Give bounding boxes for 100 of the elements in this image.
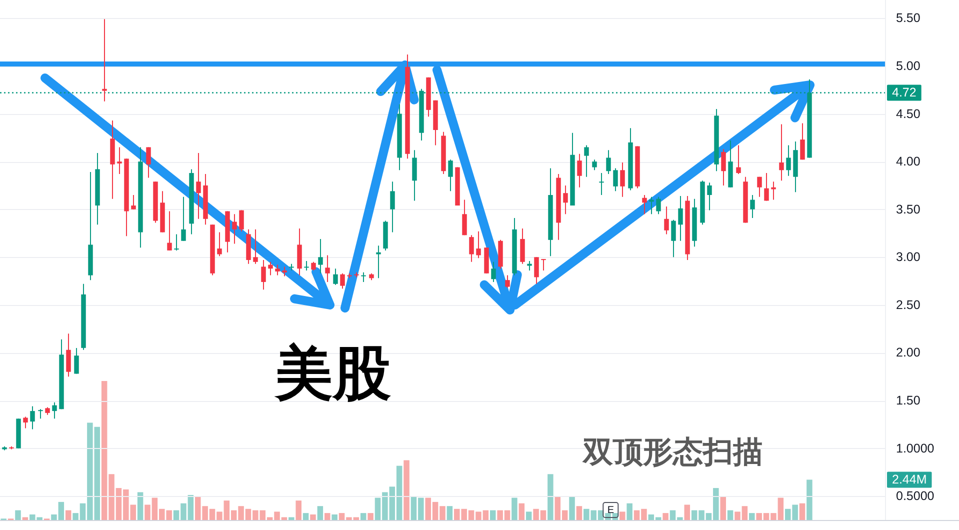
candlestick bbox=[390, 181, 395, 233]
candlestick bbox=[66, 333, 71, 378]
candlestick bbox=[599, 172, 604, 196]
bar bbox=[720, 496, 726, 520]
y-tick-label: 2.00 bbox=[896, 346, 920, 360]
bar bbox=[137, 492, 144, 520]
candlestick bbox=[678, 195, 683, 242]
candlestick bbox=[671, 219, 676, 258]
candlestick bbox=[325, 254, 330, 282]
bar bbox=[310, 514, 316, 520]
candlestick bbox=[117, 146, 122, 174]
y-tick-label: 4.50 bbox=[896, 106, 920, 121]
bar bbox=[360, 513, 366, 520]
candlestick bbox=[23, 416, 28, 429]
candlestick bbox=[505, 274, 510, 288]
candlestick bbox=[261, 260, 266, 290]
candlestick bbox=[268, 261, 273, 276]
bar bbox=[490, 510, 496, 520]
candlestick bbox=[721, 148, 726, 186]
candlestick bbox=[376, 245, 381, 279]
bar bbox=[332, 514, 338, 520]
candlestick bbox=[282, 266, 287, 277]
text: 2.44M bbox=[892, 472, 927, 487]
bar bbox=[302, 513, 309, 520]
bar bbox=[324, 513, 330, 520]
bar bbox=[512, 498, 518, 520]
bar bbox=[806, 480, 812, 520]
candlestick bbox=[38, 408, 43, 420]
y-tick-label: 5.00 bbox=[896, 58, 920, 73]
y-tick-label: 0.5000 bbox=[896, 489, 934, 504]
bar bbox=[799, 503, 806, 520]
candlestick bbox=[664, 206, 669, 235]
candlestick bbox=[181, 196, 186, 242]
candlestick bbox=[52, 402, 57, 420]
candlestick bbox=[167, 210, 172, 251]
candlestick bbox=[606, 150, 611, 174]
candlestick bbox=[253, 228, 258, 264]
bar bbox=[749, 513, 755, 520]
candlestick bbox=[30, 406, 35, 430]
bar bbox=[65, 510, 72, 520]
y-tick-label: 1.0000 bbox=[896, 441, 934, 456]
candlestick bbox=[592, 159, 597, 171]
bar bbox=[684, 504, 690, 520]
candlestick bbox=[476, 230, 481, 259]
y-tick-label: 4.00 bbox=[896, 154, 920, 169]
candlestick bbox=[750, 194, 755, 218]
candlestick bbox=[800, 122, 805, 160]
candlestick bbox=[534, 256, 539, 284]
candlestick bbox=[736, 144, 741, 174]
bar bbox=[296, 500, 302, 520]
candlestick bbox=[707, 182, 712, 211]
ref-line-label: 4.72 bbox=[892, 86, 916, 100]
candlestick bbox=[563, 184, 568, 215]
candlestick bbox=[239, 210, 244, 232]
candlestick bbox=[340, 272, 345, 290]
candlestick bbox=[131, 194, 136, 210]
bar bbox=[518, 503, 525, 520]
annotation: E bbox=[607, 505, 614, 516]
subtitle: 双顶形态扫描 bbox=[583, 436, 763, 469]
candlestick bbox=[757, 176, 762, 198]
y-tick-label: 1.50 bbox=[896, 394, 920, 408]
bar bbox=[662, 513, 668, 520]
candlestick bbox=[196, 152, 201, 220]
candlestick bbox=[642, 194, 647, 215]
candlestick bbox=[577, 153, 582, 188]
bar bbox=[446, 506, 453, 520]
y-tick-label: 3.50 bbox=[896, 202, 920, 216]
y-tick-label: 3.00 bbox=[896, 250, 920, 264]
candlestick bbox=[174, 234, 179, 251]
candlestick bbox=[613, 168, 618, 192]
candlestick bbox=[412, 150, 417, 202]
bar bbox=[620, 512, 626, 520]
candlestick bbox=[764, 172, 769, 202]
candlestick bbox=[786, 144, 791, 176]
candlestick bbox=[275, 264, 280, 276]
bar bbox=[727, 510, 734, 520]
candlestick bbox=[361, 272, 366, 282]
y-tick-label: 2.50 bbox=[896, 298, 920, 312]
bar bbox=[569, 496, 575, 520]
bar bbox=[288, 517, 294, 520]
candlestick bbox=[232, 214, 237, 244]
candlestick bbox=[779, 124, 784, 182]
bar bbox=[368, 513, 374, 520]
candlestick bbox=[462, 199, 467, 236]
candlestick bbox=[656, 196, 661, 215]
candlestick bbox=[297, 228, 302, 276]
candlestick bbox=[491, 261, 496, 282]
bar bbox=[15, 510, 21, 520]
bar bbox=[548, 474, 554, 520]
candlestick bbox=[448, 159, 453, 192]
candlestick bbox=[102, 18, 107, 102]
candlestick bbox=[771, 181, 776, 200]
bar bbox=[626, 503, 632, 520]
candlestick bbox=[520, 228, 525, 264]
bar bbox=[22, 517, 28, 520]
y-tick-label: 5.50 bbox=[896, 11, 920, 26]
candlestick bbox=[541, 258, 546, 272]
candlestick bbox=[74, 347, 79, 374]
bar bbox=[404, 460, 410, 520]
bar bbox=[526, 512, 532, 520]
